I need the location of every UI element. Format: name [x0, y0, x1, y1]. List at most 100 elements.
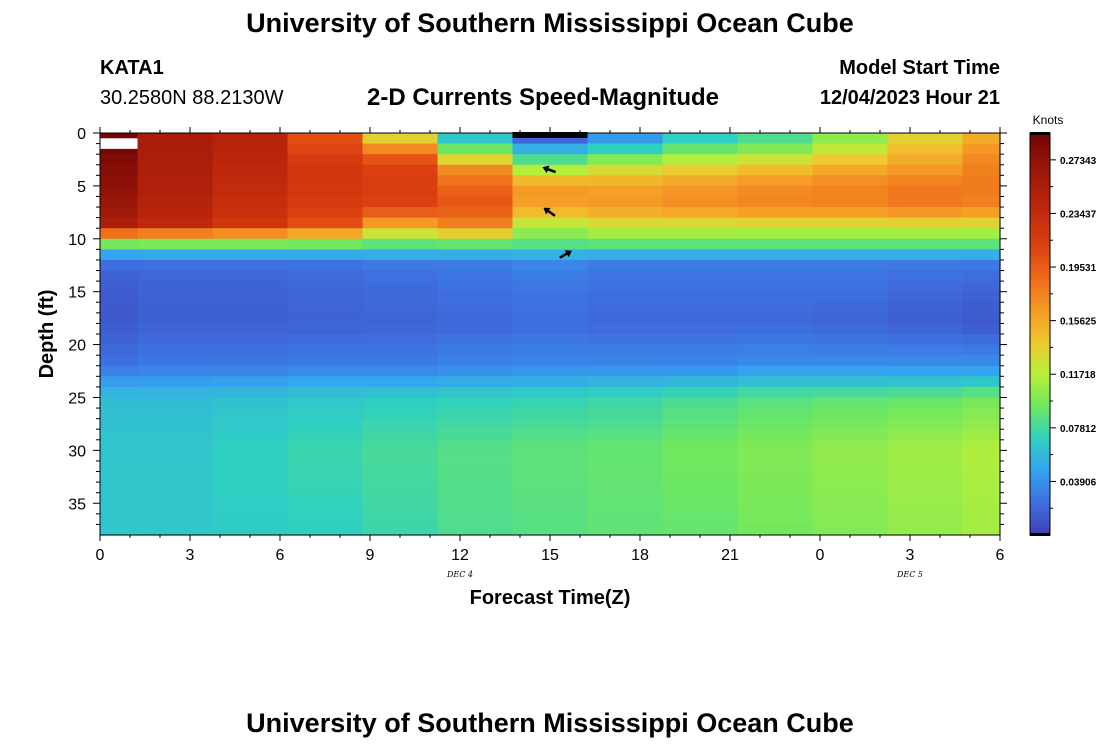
heatmap-cell	[812, 249, 889, 261]
heatmap-cell	[287, 207, 364, 219]
heatmap-cell	[100, 185, 139, 198]
heatmap-cell	[137, 334, 214, 346]
heatmap-cell	[737, 238, 814, 250]
heatmap-cell	[287, 228, 364, 240]
heatmap-cell	[212, 207, 289, 219]
heatmap-cell	[362, 439, 439, 451]
heatmap-cell	[437, 386, 514, 399]
heatmap-cell	[662, 439, 739, 451]
heatmap-cell	[287, 133, 364, 145]
heatmap-cell	[587, 524, 664, 536]
heatmap-cell	[362, 259, 439, 272]
heatmap-cell	[437, 217, 514, 229]
colorbar-tick-label: 0.19531	[1060, 263, 1097, 274]
station-coordinates: 30.2580N 88.2130W	[100, 87, 284, 109]
station-id: KATA1	[100, 57, 164, 79]
heatmap-cell	[587, 376, 664, 388]
heatmap-cell	[100, 323, 139, 335]
heatmap-cell	[287, 513, 364, 526]
y-tick-label: 5	[77, 179, 86, 196]
heatmap-cell	[887, 164, 964, 176]
heatmap-cell	[587, 207, 664, 219]
heatmap-cell	[737, 492, 814, 504]
heatmap-cell	[737, 439, 814, 451]
heatmap-cell	[100, 429, 139, 441]
heatmap-cell	[812, 450, 889, 462]
heatmap-cell	[662, 408, 739, 420]
heatmap-cell	[287, 439, 364, 451]
current-vector-arrow	[543, 207, 556, 217]
heatmap-cell	[212, 312, 289, 325]
heatmap-cell	[437, 196, 514, 208]
heatmap-cell	[437, 450, 514, 462]
heatmap-cell	[212, 365, 289, 377]
heatmap-cell	[962, 185, 1001, 198]
heatmap-cell	[437, 439, 514, 451]
page-title-repeat: University of Southern Mississippi Ocean…	[246, 708, 854, 738]
heatmap-cell	[100, 408, 139, 420]
heatmap-cell	[887, 143, 964, 155]
heatmap-cell	[512, 429, 589, 441]
chart-subtitle: 2-D Currents Speed-Magnitude	[367, 84, 720, 111]
heatmap-cell	[362, 503, 439, 515]
heatmap-cell	[737, 185, 814, 198]
heatmap-cell	[587, 439, 664, 451]
heatmap-cell	[137, 471, 214, 483]
heatmap-cell	[100, 418, 139, 430]
y-tick-label: 35	[68, 496, 86, 513]
heatmap-cell	[287, 460, 364, 473]
heatmap-cell	[287, 154, 364, 166]
heatmap-surface-marker	[512, 132, 588, 138]
heatmap-cell	[962, 291, 1001, 303]
heatmap-cell	[362, 334, 439, 346]
heatmap-cell	[812, 344, 889, 356]
heatmap-cell	[737, 503, 814, 515]
heatmap-cell	[100, 164, 139, 176]
colorbar-ticks: 0.27343 0.23437 0.19531 0.15625 0.11718 0.078…	[1050, 156, 1097, 509]
heatmap-cell	[737, 207, 814, 219]
heatmap-cell	[737, 376, 814, 388]
colorbar-tick-label: 0.15625	[1060, 317, 1097, 328]
heatmap-cell	[887, 355, 964, 367]
x-tick-label: 6	[276, 547, 285, 564]
heatmap-cell	[887, 217, 964, 229]
heatmap-cell	[662, 365, 739, 377]
heatmap-cell	[587, 281, 664, 293]
heatmap-cell	[512, 323, 589, 335]
heatmap-cell	[362, 418, 439, 430]
heatmap-cell	[887, 133, 964, 145]
heatmap-missing-cell	[100, 138, 138, 149]
y-tick-label: 10	[68, 232, 86, 249]
heatmap-cell	[212, 513, 289, 526]
heatmap-cell	[587, 196, 664, 208]
heatmap-cell	[737, 355, 814, 367]
heatmap-cell	[287, 397, 364, 409]
heatmap-cell	[587, 418, 664, 430]
heatmap-cell	[662, 376, 739, 388]
heatmap-cell	[137, 450, 214, 462]
heatmap-cell	[512, 355, 589, 367]
heatmap-cell	[512, 513, 589, 526]
heatmap-cell	[512, 196, 589, 208]
heatmap-cell	[287, 492, 364, 504]
heatmap-cell	[100, 376, 139, 388]
heatmap-cell	[512, 482, 589, 494]
heatmap-cell	[587, 344, 664, 356]
heatmap-cell	[362, 365, 439, 377]
heatmap-cell	[212, 270, 289, 282]
heatmap-cell	[962, 270, 1001, 282]
heatmap-cell	[737, 323, 814, 335]
heatmap-cell	[962, 450, 1001, 462]
heatmap-cell	[962, 259, 1001, 272]
x-tick-label: 3	[906, 547, 915, 564]
heatmap-cell	[662, 291, 739, 303]
heatmap-cell	[212, 439, 289, 451]
heatmap-cell	[737, 408, 814, 420]
heatmap-cell	[137, 408, 214, 420]
heatmap-cell	[512, 460, 589, 473]
heatmap-cell	[512, 397, 589, 409]
colorbar-tick-label: 0.23437	[1060, 209, 1097, 220]
y-tick-label: 30	[68, 443, 86, 460]
heatmap-cell	[437, 482, 514, 494]
heatmap-cell	[362, 143, 439, 155]
